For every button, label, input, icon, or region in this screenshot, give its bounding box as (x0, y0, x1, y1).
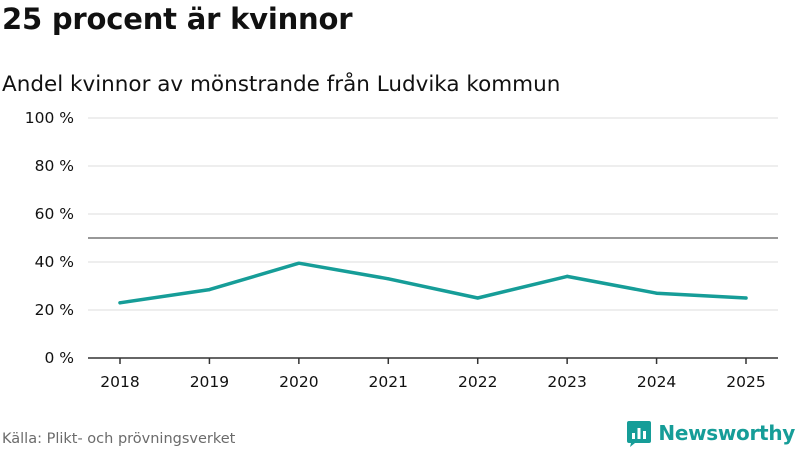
brand-logo: Newsworthy (626, 419, 795, 447)
y-tick-label: 0 % (44, 349, 74, 367)
x-tick-label: 2023 (547, 373, 586, 391)
y-tick-label: 40 % (35, 253, 74, 271)
data-point (118, 301, 122, 305)
y-tick-label: 100 % (25, 109, 74, 127)
data-point (654, 291, 659, 295)
data-point (297, 261, 301, 265)
x-tick-label: 2019 (190, 373, 229, 391)
data-point (386, 277, 390, 281)
y-tick-label: 20 % (35, 301, 74, 319)
series-line (118, 261, 748, 305)
data-point (476, 296, 480, 300)
newsworthy-icon (627, 421, 652, 447)
y-tick-label: 80 % (35, 157, 74, 175)
source-note: Källa: Plikt- och prövningsverket (2, 431, 236, 447)
x-tick-label: 2020 (279, 373, 318, 391)
data-point (744, 296, 748, 300)
x-tick-label: 2021 (369, 373, 408, 391)
data-point (207, 288, 212, 292)
y-tick-label: 60 % (35, 205, 74, 223)
x-tick-label: 2018 (100, 373, 139, 391)
x-tick-label: 2024 (637, 373, 676, 391)
x-tick-label: 2025 (726, 373, 765, 391)
chart-title: 25 procent är kvinnor (2, 2, 353, 36)
x-tick-label: 2022 (458, 373, 497, 391)
brand-name: Newsworthy (658, 421, 795, 445)
chart-subtitle: Andel kvinnor av mönstrande från Ludvika… (2, 72, 561, 97)
data-point (565, 274, 569, 278)
